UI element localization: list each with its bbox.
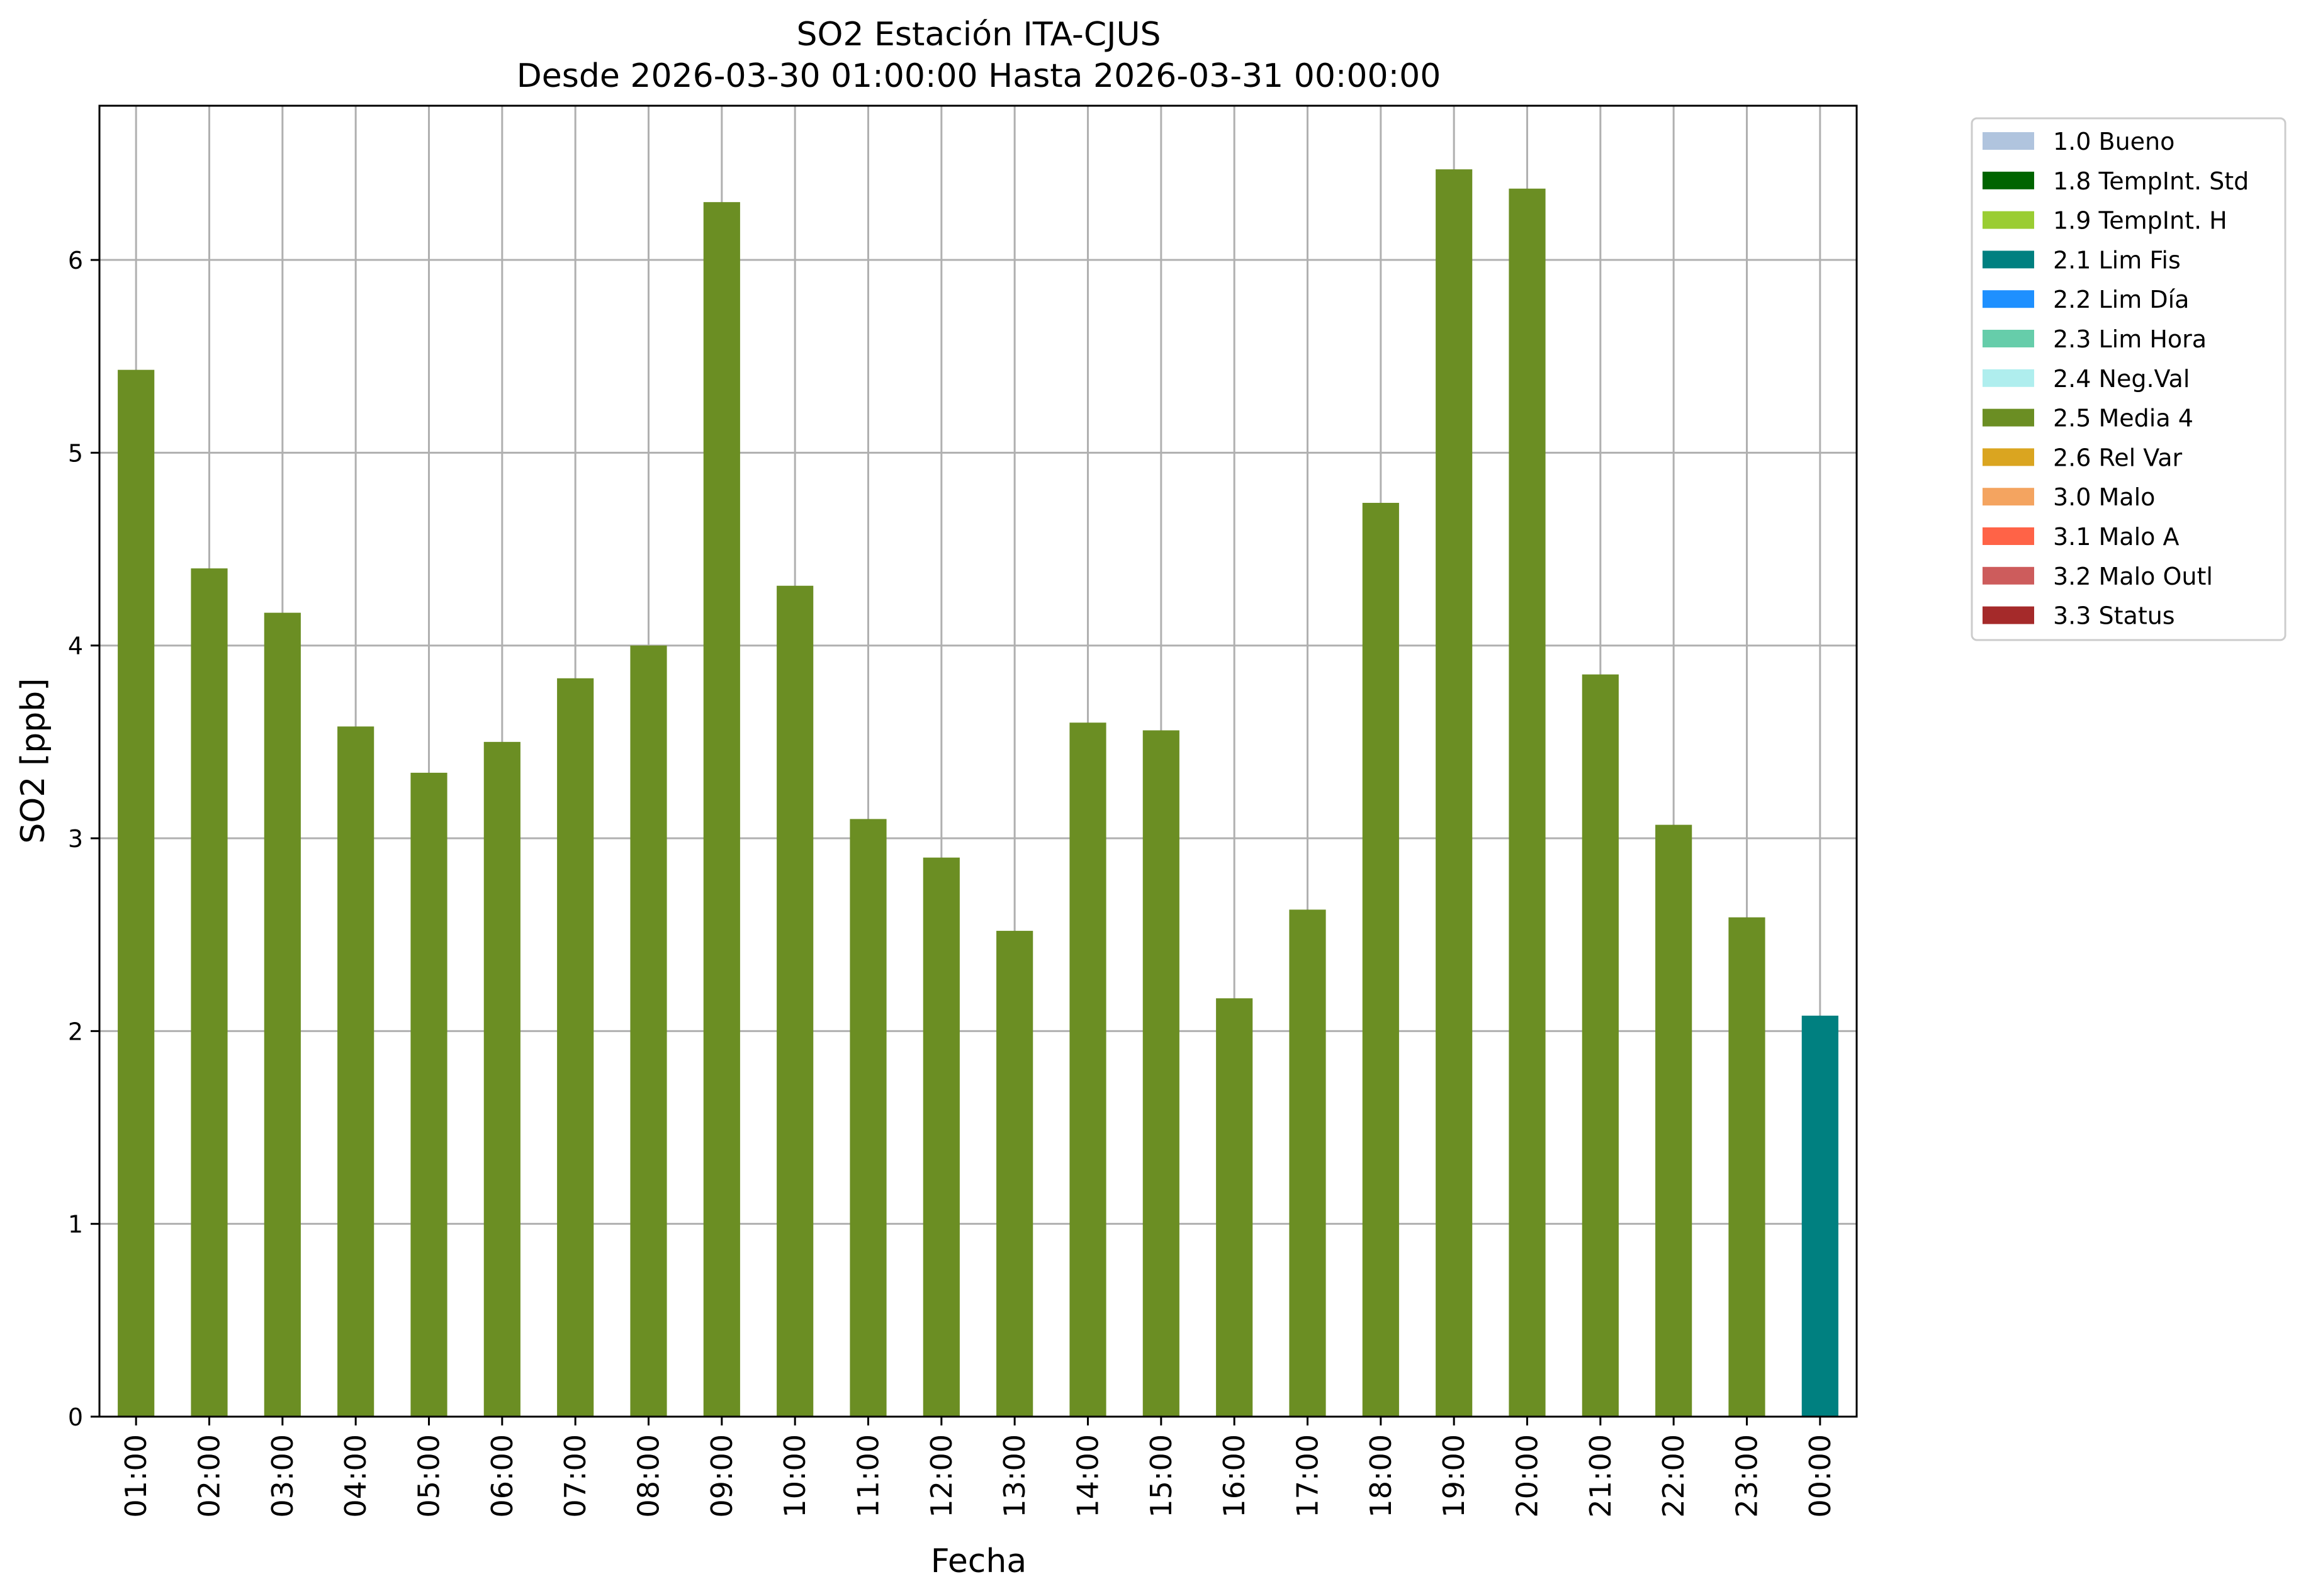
x-axis-label: Fecha <box>931 1543 1027 1580</box>
bar-series <box>118 169 1838 1417</box>
legend-label: 2.6 Rel Var <box>2053 444 2183 471</box>
bar-1500 <box>1142 730 1179 1417</box>
x-tick-label: 21:00 <box>1584 1434 1617 1518</box>
legend-label: 1.9 TempInt. H <box>2053 207 2227 235</box>
legend-swatch <box>1983 488 2034 506</box>
bar-0000 <box>1801 1015 1838 1417</box>
x-tick-label: 22:00 <box>1657 1434 1691 1518</box>
legend-label: 3.2 Malo Outl <box>2053 563 2213 590</box>
bar-2100 <box>1582 674 1619 1417</box>
x-tick-label: 14:00 <box>1071 1434 1105 1518</box>
x-tick-label: 18:00 <box>1364 1434 1398 1518</box>
legend-label: 2.1 Lim Fis <box>2053 246 2181 274</box>
bar-2000 <box>1509 188 1546 1417</box>
bar-1200 <box>923 857 960 1417</box>
legend: 1.0 Bueno 1.8 TempInt. Std 1.9 TempInt. H 2… <box>1971 117 2287 641</box>
bar-0800 <box>630 645 667 1417</box>
legend-swatch <box>1983 132 2034 150</box>
bar-2200 <box>1655 824 1692 1417</box>
bar-0100 <box>118 369 155 1417</box>
bar-0500 <box>410 772 447 1417</box>
x-axis-ticks: 01:00 02:00 03:00 04:00 05:00 06:00 07:00 08:00… <box>119 1417 1837 1518</box>
bar-0600 <box>483 741 520 1417</box>
bar-0200 <box>191 568 228 1417</box>
legend-swatch <box>1983 171 2034 189</box>
legend-label: 2.4 Neg.Val <box>2053 365 2190 393</box>
x-tick-label: 07:00 <box>558 1434 592 1518</box>
bar-0700 <box>557 678 594 1417</box>
y-tick-label: 4 <box>68 632 83 660</box>
x-tick-label: 20:00 <box>1511 1434 1544 1518</box>
x-tick-label: 09:00 <box>705 1434 739 1518</box>
y-tick-label: 0 <box>68 1403 83 1431</box>
y-tick-label: 2 <box>68 1018 83 1045</box>
legend-swatch <box>1983 290 2034 308</box>
x-tick-label: 00:00 <box>1803 1434 1837 1518</box>
legend-swatch <box>1983 369 2034 387</box>
legend-label: 3.3 Status <box>2053 602 2175 630</box>
x-tick-label: 01:00 <box>119 1434 153 1518</box>
x-tick-label: 23:00 <box>1730 1434 1764 1518</box>
x-tick-label: 06:00 <box>485 1434 519 1518</box>
bar-1300 <box>996 931 1033 1417</box>
bar-1800 <box>1362 503 1399 1417</box>
x-tick-label: 10:00 <box>778 1434 812 1518</box>
y-tick-label: 5 <box>68 439 83 467</box>
legend-label: 3.1 Malo A <box>2053 523 2179 551</box>
x-tick-label: 16:00 <box>1217 1434 1251 1518</box>
y-axis-ticks: 0 1 2 3 4 5 6 <box>68 247 99 1431</box>
x-tick-label: 13:00 <box>998 1434 1032 1518</box>
legend-swatch <box>1983 330 2034 347</box>
chart-subtitle: Desde 2026-03-30 01:00:00 Hasta 2026-03-… <box>517 57 1441 95</box>
y-tick-label: 6 <box>68 247 83 274</box>
x-tick-label: 05:00 <box>412 1434 446 1518</box>
y-tick-label: 3 <box>68 825 83 853</box>
legend-label: 2.2 Lim Día <box>2053 286 2189 313</box>
bar-1700 <box>1289 909 1326 1417</box>
y-tick-label: 1 <box>68 1211 83 1239</box>
legend-swatch <box>1983 527 2034 545</box>
bar-0300 <box>264 612 301 1417</box>
x-tick-label: 15:00 <box>1144 1434 1178 1518</box>
bar-0900 <box>703 202 740 1417</box>
bar-1400 <box>1069 722 1106 1417</box>
plot-area-frame <box>98 104 1858 1418</box>
legend-label: 1.8 TempInt. Std <box>2053 167 2249 195</box>
legend-label: 2.5 Media 4 <box>2053 405 2193 432</box>
legend-swatch <box>1983 566 2034 585</box>
bar-1900 <box>1436 169 1473 1417</box>
bar-0400 <box>337 726 374 1417</box>
x-tick-label: 08:00 <box>632 1434 666 1518</box>
y-axis-label: SO2 [ppb] <box>14 678 52 843</box>
legend-label: 2.3 Lim Hora <box>2053 325 2207 353</box>
legend-label: 1.0 Bueno <box>2053 128 2174 155</box>
x-tick-label: 04:00 <box>339 1434 373 1518</box>
legend-frame <box>1971 117 2287 641</box>
x-tick-label: 17:00 <box>1291 1434 1325 1518</box>
bar-2300 <box>1728 917 1765 1417</box>
x-tick-label: 19:00 <box>1437 1434 1471 1518</box>
chart-title: SO2 Estación ITA-CJUS <box>796 16 1161 53</box>
x-tick-label: 02:00 <box>193 1434 227 1518</box>
legend-swatch <box>1983 408 2034 427</box>
bar-1000 <box>777 585 814 1417</box>
legend-swatch <box>1983 250 2034 269</box>
x-tick-label: 12:00 <box>925 1434 959 1518</box>
x-tick-label: 11:00 <box>852 1434 886 1518</box>
legend-label: 3.0 Malo <box>2053 483 2155 511</box>
bar-1600 <box>1216 998 1253 1417</box>
bar-1100 <box>850 819 887 1417</box>
legend-swatch <box>1983 606 2034 624</box>
legend-swatch <box>1983 211 2034 229</box>
x-tick-label: 03:00 <box>266 1434 300 1518</box>
legend-swatch <box>1983 448 2034 466</box>
